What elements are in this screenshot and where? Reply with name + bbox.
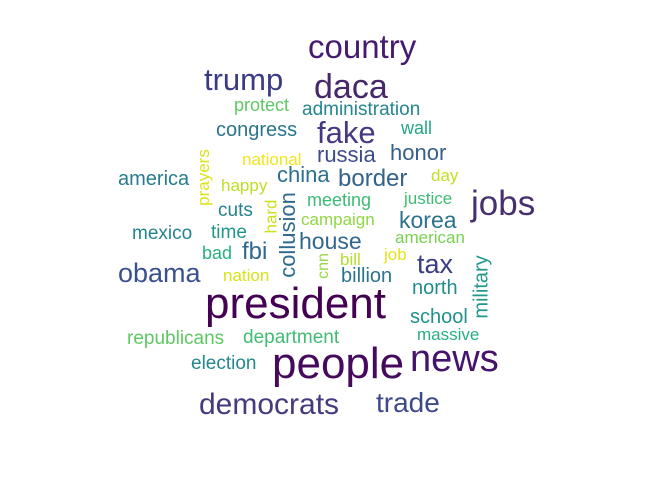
word-day: day (431, 166, 459, 185)
word-time: time (211, 222, 247, 243)
word-jobs: jobs (471, 184, 536, 223)
word-military: military (470, 255, 493, 319)
word-tax: tax (417, 249, 454, 279)
word-bill: bill (340, 250, 361, 269)
word-trump: trump (204, 62, 284, 97)
word-president: president (205, 279, 387, 328)
word-america: america (118, 168, 190, 190)
word-country: country (308, 28, 417, 65)
word-campaign: campaign (301, 210, 375, 229)
word-prayers: prayers (193, 149, 213, 206)
word-billion: billion (341, 265, 393, 287)
word-cnn: cnn (314, 253, 332, 279)
word-cuts: cuts (218, 200, 253, 221)
word-news: news (410, 338, 499, 380)
word-trade: trade (376, 387, 440, 418)
word-national: national (242, 150, 302, 169)
word-house: house (299, 228, 362, 254)
word-congress: congress (216, 119, 298, 141)
word-obama: obama (118, 258, 201, 288)
word-democrats: democrats (199, 388, 340, 421)
word-protect: protect (234, 95, 290, 115)
word-china: china (277, 162, 330, 187)
word-korea: korea (399, 207, 457, 233)
word-meeting: meeting (307, 190, 372, 210)
word-north: north (412, 277, 458, 299)
word-border: border (338, 165, 408, 192)
word-mexico: mexico (132, 223, 193, 244)
word-job: job (384, 245, 407, 264)
word-department: department (243, 327, 340, 348)
word-wall: wall (401, 118, 433, 138)
word-school: school (410, 306, 468, 328)
word-russia: russia (317, 142, 376, 167)
word-happy: happy (221, 176, 268, 195)
word-election: election (191, 353, 257, 374)
word-honor: honor (390, 140, 447, 165)
word-daca: daca (314, 68, 388, 106)
word-fake: fake (317, 115, 376, 150)
word-american: american (395, 228, 465, 247)
word-massive: massive (417, 325, 480, 344)
word-people: people (272, 339, 405, 388)
word-fbi: fbi (242, 238, 268, 265)
word-republicans: republicans (127, 328, 225, 349)
word-justice: justice (404, 189, 453, 208)
word-bad: bad (202, 243, 233, 263)
word-hard: hard (261, 199, 281, 234)
word-administration: administration (302, 99, 421, 120)
word-nation: nation (223, 266, 270, 285)
